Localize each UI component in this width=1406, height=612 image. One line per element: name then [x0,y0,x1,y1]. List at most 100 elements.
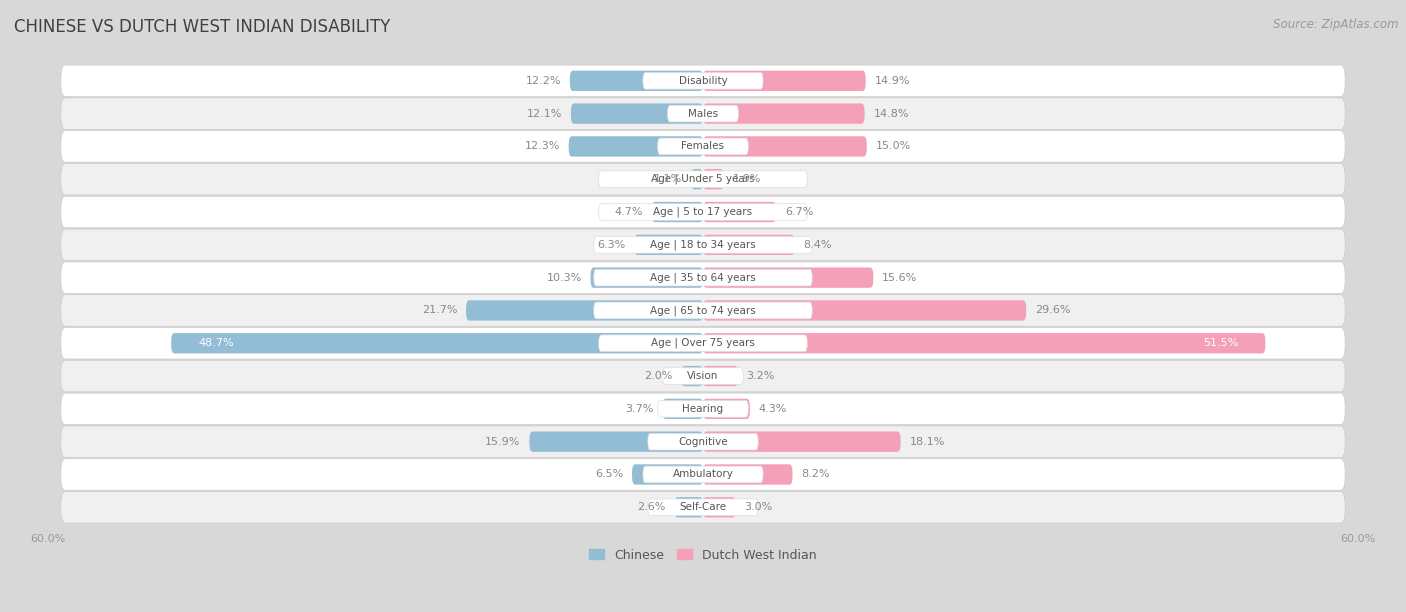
FancyBboxPatch shape [675,497,703,517]
Text: 2.6%: 2.6% [637,502,666,512]
Text: Age | 35 to 64 years: Age | 35 to 64 years [650,272,756,283]
FancyBboxPatch shape [530,431,703,452]
FancyBboxPatch shape [60,327,1346,359]
Text: 8.4%: 8.4% [803,240,832,250]
Text: 29.6%: 29.6% [1035,305,1070,315]
Text: 15.0%: 15.0% [876,141,911,151]
Text: 3.2%: 3.2% [747,371,775,381]
Text: 48.7%: 48.7% [198,338,233,348]
Text: 51.5%: 51.5% [1204,338,1239,348]
Text: Hearing: Hearing [682,404,724,414]
Text: Age | Under 5 years: Age | Under 5 years [651,174,755,184]
Text: Age | 5 to 17 years: Age | 5 to 17 years [654,207,752,217]
Text: Self-Care: Self-Care [679,502,727,512]
FancyBboxPatch shape [60,262,1346,293]
FancyBboxPatch shape [681,366,703,386]
FancyBboxPatch shape [703,465,793,485]
FancyBboxPatch shape [633,465,703,485]
FancyBboxPatch shape [703,136,868,157]
FancyBboxPatch shape [599,204,807,220]
Text: 4.7%: 4.7% [614,207,643,217]
Text: 3.7%: 3.7% [626,404,654,414]
Text: 12.2%: 12.2% [526,76,561,86]
FancyBboxPatch shape [568,136,703,157]
Text: 21.7%: 21.7% [422,305,457,315]
FancyBboxPatch shape [703,267,873,288]
FancyBboxPatch shape [703,398,749,419]
FancyBboxPatch shape [599,171,807,187]
FancyBboxPatch shape [634,234,703,255]
Text: Males: Males [688,108,718,119]
Text: 1.1%: 1.1% [654,174,682,184]
FancyBboxPatch shape [60,196,1346,228]
FancyBboxPatch shape [703,497,735,517]
FancyBboxPatch shape [703,70,866,91]
FancyBboxPatch shape [591,267,703,288]
Text: 2.0%: 2.0% [644,371,672,381]
FancyBboxPatch shape [690,169,703,189]
Text: 10.3%: 10.3% [547,272,582,283]
FancyBboxPatch shape [60,65,1346,97]
Text: 12.3%: 12.3% [524,141,560,151]
FancyBboxPatch shape [60,98,1346,129]
FancyBboxPatch shape [60,163,1346,195]
FancyBboxPatch shape [465,300,703,321]
Text: Disability: Disability [679,76,727,86]
Text: Vision: Vision [688,371,718,381]
Text: 15.6%: 15.6% [882,272,917,283]
FancyBboxPatch shape [703,169,724,189]
Text: 6.5%: 6.5% [595,469,623,479]
Text: 18.1%: 18.1% [910,437,945,447]
FancyBboxPatch shape [703,234,794,255]
Text: 12.1%: 12.1% [527,108,562,119]
FancyBboxPatch shape [703,202,776,222]
FancyBboxPatch shape [643,72,763,89]
FancyBboxPatch shape [60,360,1346,392]
FancyBboxPatch shape [703,103,865,124]
FancyBboxPatch shape [571,103,703,124]
Text: 1.9%: 1.9% [733,174,761,184]
FancyBboxPatch shape [593,302,813,319]
Text: Ambulatory: Ambulatory [672,469,734,479]
FancyBboxPatch shape [593,269,813,286]
Text: 6.7%: 6.7% [785,207,813,217]
Text: 8.2%: 8.2% [801,469,830,479]
FancyBboxPatch shape [648,499,758,516]
FancyBboxPatch shape [569,70,703,91]
Text: Age | 65 to 74 years: Age | 65 to 74 years [650,305,756,316]
FancyBboxPatch shape [60,426,1346,457]
FancyBboxPatch shape [60,131,1346,162]
FancyBboxPatch shape [662,398,703,419]
Text: 4.3%: 4.3% [759,404,787,414]
Text: CHINESE VS DUTCH WEST INDIAN DISABILITY: CHINESE VS DUTCH WEST INDIAN DISABILITY [14,18,391,36]
FancyBboxPatch shape [668,105,738,122]
FancyBboxPatch shape [643,466,763,483]
FancyBboxPatch shape [658,400,748,417]
FancyBboxPatch shape [60,393,1346,425]
FancyBboxPatch shape [593,236,813,253]
FancyBboxPatch shape [60,491,1346,523]
Text: Source: ZipAtlas.com: Source: ZipAtlas.com [1274,18,1399,31]
FancyBboxPatch shape [172,333,703,353]
FancyBboxPatch shape [658,138,748,155]
FancyBboxPatch shape [648,433,758,450]
Text: 14.8%: 14.8% [873,108,908,119]
Text: Females: Females [682,141,724,151]
Text: Age | 18 to 34 years: Age | 18 to 34 years [650,239,756,250]
Text: 6.3%: 6.3% [598,240,626,250]
FancyBboxPatch shape [703,431,901,452]
FancyBboxPatch shape [662,368,744,384]
FancyBboxPatch shape [599,335,807,351]
FancyBboxPatch shape [60,459,1346,490]
FancyBboxPatch shape [703,300,1026,321]
Text: Age | Over 75 years: Age | Over 75 years [651,338,755,348]
FancyBboxPatch shape [60,295,1346,326]
FancyBboxPatch shape [703,333,1265,353]
FancyBboxPatch shape [703,366,738,386]
FancyBboxPatch shape [651,202,703,222]
Legend: Chinese, Dutch West Indian: Chinese, Dutch West Indian [585,543,821,567]
Text: 14.9%: 14.9% [875,76,910,86]
Text: 15.9%: 15.9% [485,437,520,447]
Text: Cognitive: Cognitive [678,437,728,447]
FancyBboxPatch shape [60,229,1346,261]
